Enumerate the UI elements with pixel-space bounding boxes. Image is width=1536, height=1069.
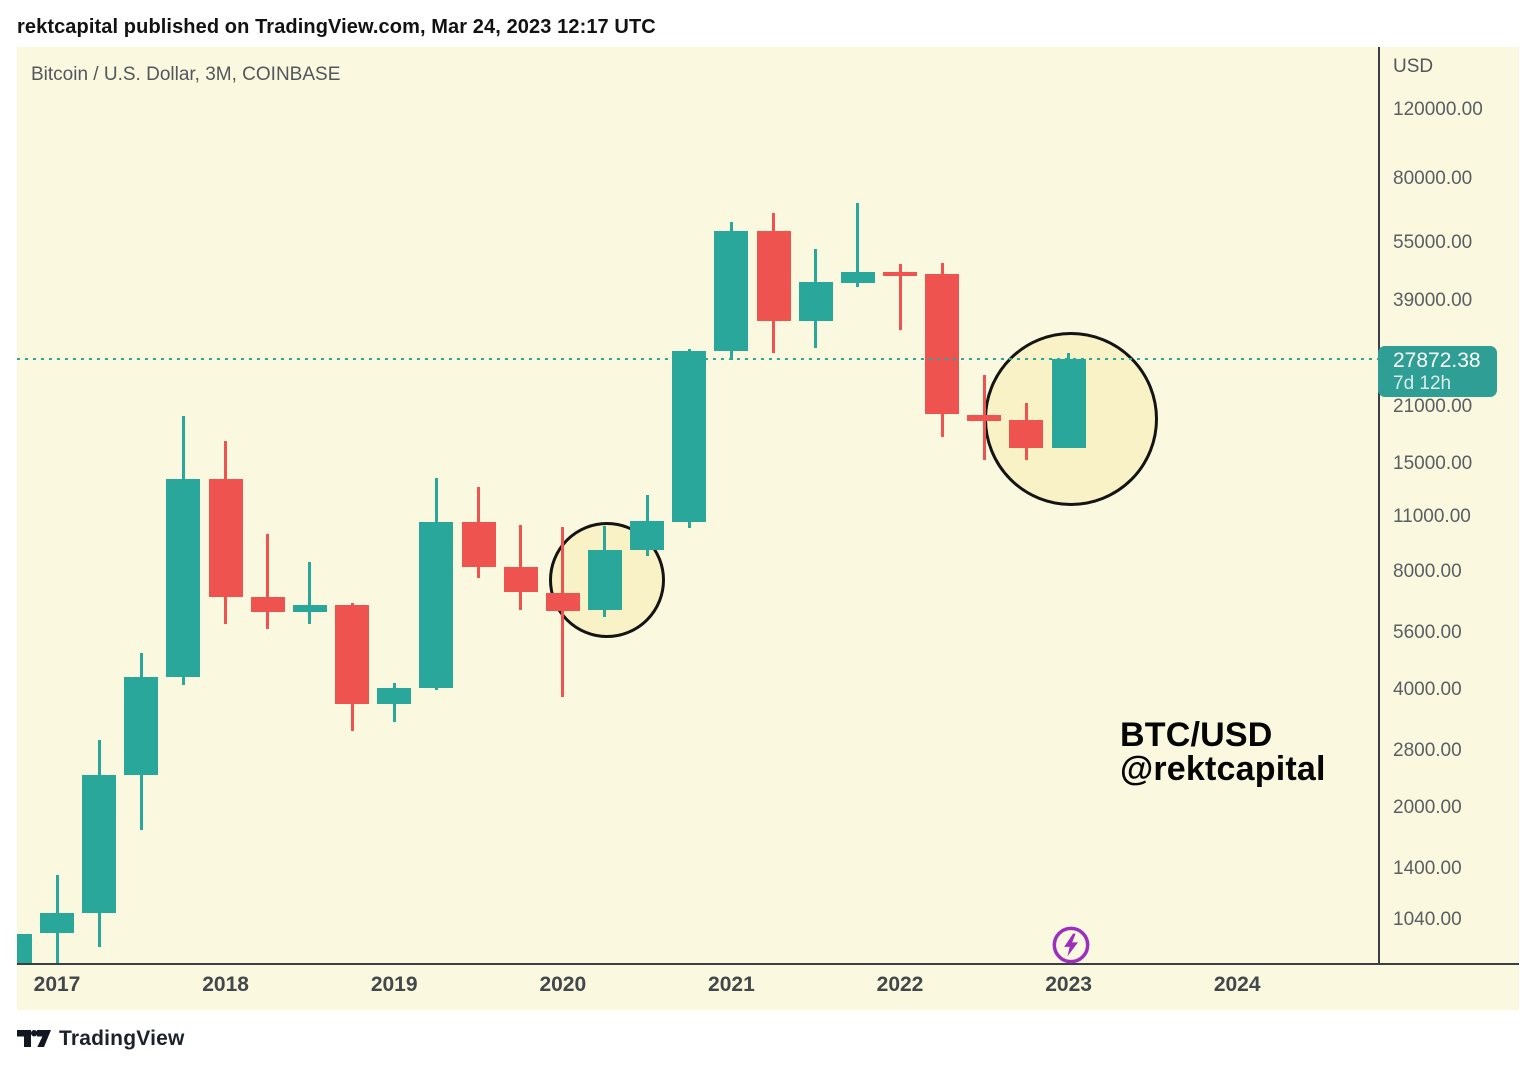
price-axis-label: 21000.00 (1393, 396, 1473, 417)
publish-header: rektcapital published on TradingView.com… (17, 16, 656, 38)
year-label: 2017 (33, 973, 81, 996)
candle-wick-2020Q1 (561, 526, 565, 697)
candle-2021Q1 (714, 230, 749, 352)
price-axis-label: 11000.00 (1393, 506, 1471, 528)
price-axis-label: 8000.00 (1393, 560, 1462, 582)
candle-2019Q2 (419, 521, 454, 689)
candle-wick-2021Q4 (856, 202, 860, 287)
candle-2018Q2 (250, 596, 285, 612)
candle-2018Q4 (335, 605, 370, 705)
candle-2019Q1 (377, 687, 412, 704)
candle-2020Q3 (630, 520, 665, 551)
year-label: 2024 (1213, 973, 1261, 996)
candle-2020Q4 (672, 351, 707, 522)
candle-2021Q4 (840, 272, 875, 283)
price-axis-label: 5600.00 (1393, 621, 1462, 643)
footer: TradingView (17, 1026, 185, 1052)
candle-2020Q2 (587, 549, 622, 610)
candle-2021Q3 (798, 282, 833, 321)
candle-2022Q4 (1009, 419, 1044, 448)
candle-2023Q1 (1051, 358, 1086, 448)
candle-2018Q1 (208, 479, 243, 597)
price-axis-label: 2000.00 (1393, 797, 1462, 819)
candle-wick-2018Q3 (308, 561, 312, 624)
candle-2022Q1 (883, 272, 917, 277)
price-axis-label: 39000.00 (1393, 290, 1473, 312)
candle-wick-2022Q1 (898, 263, 902, 330)
chart-panel: Bitcoin / U.S. Dollar, 3M, COINBASE USD … (17, 47, 1519, 1010)
price-axis-label: 15000.00 (1393, 453, 1473, 475)
tradingview-logo-icon[interactable] (17, 1028, 51, 1050)
watermark-text: BTC/USD @rektcapital (1120, 718, 1326, 786)
candle-2022Q3 (967, 415, 1002, 421)
candle-wick-2018Q2 (266, 533, 270, 629)
price-axis-label: 80000.00 (1393, 167, 1473, 189)
candle-2021Q2 (756, 230, 791, 321)
candle-2022Q2 (925, 273, 960, 414)
last-price-badge: 27872.38 7d 12h (1378, 346, 1497, 397)
chart-symbol-title: Bitcoin / U.S. Dollar, 3M, COINBASE (31, 64, 341, 85)
last-price-dotted-line (17, 357, 1378, 360)
candle-2016Q4 (17, 933, 32, 963)
price-axis-currency: USD (1393, 56, 1434, 77)
candle-2017Q2 (82, 775, 117, 914)
price-axis-label: 1400.00 (1393, 858, 1462, 880)
year-label: 2018 (202, 973, 249, 996)
price-axis-label: 2800.00 (1393, 739, 1462, 761)
year-label: 2021 (708, 973, 755, 996)
year-label: 2023 (1045, 973, 1092, 996)
price-axis-label: 55000.00 (1393, 231, 1473, 253)
watermark-handle: @rektcapital (1120, 750, 1326, 788)
candle-2017Q1 (40, 913, 74, 933)
year-label: 2019 (370, 973, 418, 996)
candle-2017Q4 (166, 479, 201, 677)
candle-2020Q1 (545, 593, 580, 611)
candle-2018Q3 (292, 605, 327, 613)
tradingview-brand-text[interactable]: TradingView (59, 1027, 185, 1050)
watermark-ticker: BTC/USD (1120, 716, 1273, 754)
candle-2019Q3 (461, 522, 496, 567)
price-axis-label: 120000.00 (1393, 98, 1483, 120)
year-label: 2020 (539, 973, 587, 996)
lightning-icon (1051, 925, 1091, 965)
bar-countdown: 7d 12h (1393, 372, 1452, 394)
time-axis-line (17, 963, 1519, 965)
price-axis-label: 1040.00 (1393, 908, 1462, 930)
year-label: 2022 (876, 973, 924, 996)
price-axis-label: 4000.00 (1393, 679, 1462, 701)
price-axis-separator (1378, 47, 1380, 965)
candle-2017Q3 (124, 676, 159, 776)
candle-2019Q4 (503, 566, 538, 592)
last-price-value: 27872.38 (1393, 349, 1481, 373)
